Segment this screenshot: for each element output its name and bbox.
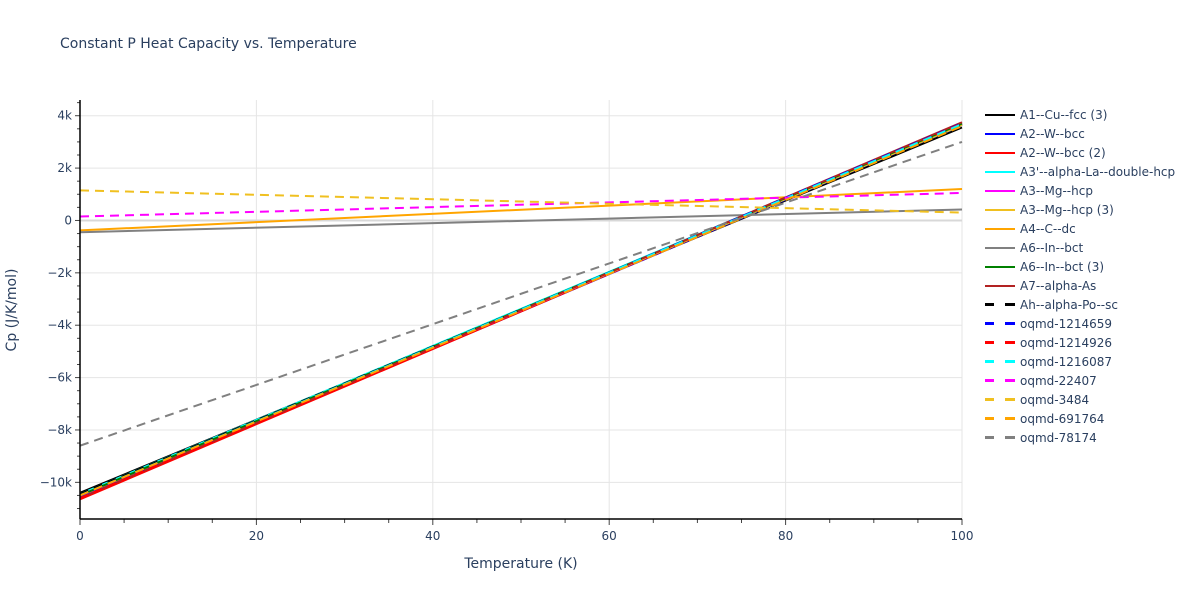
legend-swatch-icon — [985, 303, 1015, 306]
legend-item[interactable]: Ah--alpha-Po--sc — [985, 295, 1175, 314]
legend-label: A3'--alpha-La--double-hcp — [1020, 164, 1176, 179]
x-tick-label: 40 — [425, 529, 440, 543]
y-axis-title: Cp (J/K/mol) — [4, 269, 20, 352]
legend-swatch-icon — [985, 417, 1015, 420]
series-line — [79, 188, 963, 232]
legend-label: oqmd-1214926 — [1020, 335, 1113, 350]
legend-label: A3--Mg--hcp — [1020, 183, 1093, 198]
legend-item[interactable]: A3--Mg--hcp — [985, 181, 1175, 200]
legend-swatch-icon — [985, 265, 1015, 268]
x-tick-label: 100 — [951, 529, 974, 543]
legend-item[interactable]: A4--C--dc — [985, 219, 1175, 238]
legend-label: A2--W--bcc (2) — [1020, 145, 1106, 160]
series-line — [79, 189, 963, 214]
y-tick-label: 2k — [57, 161, 72, 175]
legend-swatch-icon — [985, 379, 1015, 382]
legend-label: A7--alpha-As — [1020, 278, 1097, 293]
legend-label: A2--W--bcc — [1020, 126, 1085, 141]
y-tick-label: 4k — [57, 109, 72, 123]
x-tick-label: 80 — [778, 529, 793, 543]
legend-swatch-icon — [985, 284, 1015, 287]
y-tick-label: 0 — [64, 213, 72, 227]
legend-item[interactable]: oqmd-691764 — [985, 409, 1175, 428]
legend-item[interactable]: oqmd-1214926 — [985, 333, 1175, 352]
series-line — [79, 208, 963, 234]
x-tick-label: 0 — [76, 529, 84, 543]
legend-swatch-icon — [985, 151, 1015, 154]
chart-title: Constant P Heat Capacity vs. Temperature — [60, 36, 357, 52]
data-lines — [79, 121, 963, 501]
legend-label: oqmd-691764 — [1020, 411, 1105, 426]
gridlines — [80, 100, 963, 519]
legend-swatch-icon — [985, 341, 1015, 344]
axes: 0 20 40 60 80 100 4k 2k 0 −2k −4k −6k −8k −10k — [40, 100, 974, 543]
legend-swatch-icon — [985, 360, 1015, 363]
legend-swatch-icon — [985, 189, 1015, 192]
legend-item[interactable]: A6--In--bct (3) — [985, 257, 1175, 276]
legend-swatch-icon — [985, 227, 1015, 230]
y-tick-label: −4k — [47, 318, 72, 332]
x-tick-label: 20 — [249, 529, 264, 543]
legend-swatch-icon — [985, 436, 1015, 439]
legend-label: oqmd-22407 — [1020, 373, 1097, 388]
legend-item[interactable]: A6--In--bct — [985, 238, 1175, 257]
x-tick-label: 60 — [602, 529, 617, 543]
legend-label: oqmd-78174 — [1020, 430, 1097, 445]
legend-label: A3--Mg--hcp (3) — [1020, 202, 1114, 217]
y-tick-label: −10k — [40, 475, 72, 489]
series-line — [79, 125, 963, 497]
legend-swatch-icon — [985, 132, 1015, 135]
legend-label: oqmd-1214659 — [1020, 316, 1113, 331]
legend-swatch-icon — [985, 113, 1015, 116]
legend-item[interactable]: oqmd-78174 — [985, 428, 1175, 447]
x-axis-title: Temperature (K) — [463, 556, 577, 572]
legend-swatch-icon — [985, 246, 1015, 249]
legend-label: A6--In--bct (3) — [1020, 259, 1105, 274]
legend-item[interactable]: A7--alpha-As — [985, 276, 1175, 295]
series-line — [79, 140, 963, 447]
legend: A1--Cu--fcc (3) A2--W--bcc A2--W--bcc (2) A… — [985, 105, 1175, 447]
legend-item[interactable]: A3--Mg--hcp (3) — [985, 200, 1175, 219]
legend-label: oqmd-1216087 — [1020, 354, 1113, 369]
series-line — [79, 123, 963, 497]
legend-item[interactable]: A2--W--bcc (2) — [985, 143, 1175, 162]
legend-item[interactable]: oqmd-1216087 — [985, 352, 1175, 371]
legend-item[interactable]: A2--W--bcc — [985, 124, 1175, 143]
legend-label: oqmd-3484 — [1020, 392, 1090, 407]
legend-swatch-icon — [985, 322, 1015, 325]
y-tick-label: −8k — [47, 423, 72, 437]
legend-item[interactable]: oqmd-1214659 — [985, 314, 1175, 333]
legend-item[interactable]: A3'--alpha-La--double-hcp — [985, 162, 1175, 181]
legend-label: A4--C--dc — [1020, 221, 1076, 236]
y-tick-label: −2k — [47, 266, 72, 280]
series-line — [79, 191, 963, 218]
legend-item[interactable]: oqmd-3484 — [985, 390, 1175, 409]
y-tick-label: −6k — [47, 371, 72, 385]
legend-label: A6--In--bct — [1020, 240, 1084, 255]
legend-label: A1--Cu--fcc (3) — [1020, 107, 1108, 122]
legend-item[interactable]: A1--Cu--fcc (3) — [985, 105, 1175, 124]
legend-swatch-icon — [985, 208, 1015, 211]
legend-item[interactable]: oqmd-22407 — [985, 371, 1175, 390]
legend-swatch-icon — [985, 170, 1015, 173]
legend-swatch-icon — [985, 398, 1015, 401]
legend-label: Ah--alpha-Po--sc — [1020, 297, 1118, 312]
